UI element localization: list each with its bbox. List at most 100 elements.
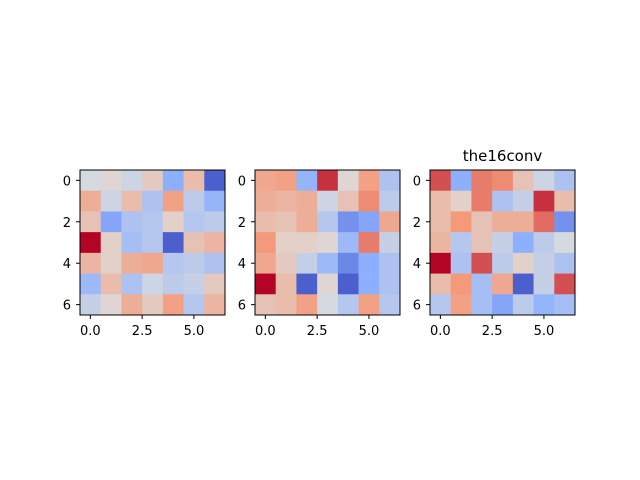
y-tick-label: 2 xyxy=(238,216,246,231)
heatmap-cell xyxy=(255,190,277,212)
x-tick-label: 2.5 xyxy=(482,324,503,339)
heatmap-cell xyxy=(162,294,184,316)
heatmap-cell xyxy=(533,190,555,212)
heatmap-cell xyxy=(554,170,576,192)
y-tick-label: 6 xyxy=(413,299,421,314)
heatmap-cell xyxy=(317,294,339,316)
y-tick-label: 0 xyxy=(63,174,71,189)
heatmap-cell xyxy=(121,252,143,274)
heatmap-cell xyxy=(430,232,452,254)
heatmap-cell xyxy=(204,170,226,192)
heatmap-cell xyxy=(255,273,277,295)
heatmap-cell xyxy=(142,232,164,254)
heatmap-cell xyxy=(379,273,401,295)
heatmap-cell xyxy=(512,232,534,254)
heatmap-cell xyxy=(100,252,122,274)
heatmap-cell xyxy=(533,170,555,192)
y-tick-label: 2 xyxy=(63,216,71,231)
heatmap-cell xyxy=(100,294,122,316)
heatmap-cell xyxy=(100,170,122,192)
heatmap-cell xyxy=(512,211,534,233)
heatmap-cell xyxy=(162,232,184,254)
heatmap-cell xyxy=(358,211,380,233)
heatmap-cell xyxy=(512,294,534,316)
heatmap-cell xyxy=(255,252,277,274)
heatmap-cell xyxy=(296,252,318,274)
heatmap-cell xyxy=(358,232,380,254)
heatmap-cell xyxy=(554,294,576,316)
chart-title: the16conv xyxy=(463,147,543,165)
heatmap-cell xyxy=(337,252,359,274)
heatmap-cell xyxy=(317,211,339,233)
y-tick-label: 0 xyxy=(413,174,421,189)
heatmap-cell xyxy=(296,190,318,212)
y-tick-label: 4 xyxy=(63,257,71,272)
heatmap-cell xyxy=(204,190,226,212)
heatmap-cell xyxy=(275,170,297,192)
heatmap-cell xyxy=(296,211,318,233)
heatmap-cell xyxy=(450,170,472,192)
heatmap-cell xyxy=(121,232,143,254)
y-tick-label: 2 xyxy=(413,216,421,231)
heatmap-cell xyxy=(121,273,143,295)
heatmap-panel-3: 0.0 2.5 5.0 0 2 4 6 the16conv xyxy=(413,147,576,339)
heatmap-cell xyxy=(533,252,555,274)
axes-frame xyxy=(429,169,576,316)
heatmap-cell xyxy=(162,170,184,192)
heatmap-cell xyxy=(337,190,359,212)
heatmap-cell xyxy=(183,294,205,316)
heatmap-cell xyxy=(275,190,297,212)
heatmap-cell xyxy=(430,273,452,295)
heatmap-cell xyxy=(183,170,205,192)
heatmap-cell xyxy=(471,170,493,192)
heatmap-cell xyxy=(471,252,493,274)
heatmap-cell xyxy=(204,294,226,316)
heatmap-cell xyxy=(142,273,164,295)
heatmap-cell xyxy=(379,232,401,254)
heatmap-cell xyxy=(121,211,143,233)
heatmap-cell xyxy=(430,252,452,274)
heatmap-cell xyxy=(275,252,297,274)
heatmap-cell xyxy=(554,232,576,254)
heatmap-cell xyxy=(204,252,226,274)
heatmap-cell xyxy=(142,211,164,233)
heatmap-cell xyxy=(183,232,205,254)
heatmap-cell xyxy=(337,294,359,316)
heatmap-cell xyxy=(162,211,184,233)
heatmap-cell xyxy=(554,211,576,233)
heatmap-cell xyxy=(533,273,555,295)
heatmap-cell xyxy=(450,294,472,316)
x-tick-label: 2.5 xyxy=(132,324,153,339)
heatmap-cell xyxy=(337,232,359,254)
heatmap-cell xyxy=(275,232,297,254)
heatmap-cell xyxy=(142,170,164,192)
heatmap-cell xyxy=(512,252,534,274)
heatmap-cell xyxy=(512,273,534,295)
heatmap-cell xyxy=(204,232,226,254)
heatmap-cell xyxy=(204,273,226,295)
axes-frame xyxy=(79,169,226,316)
heatmap-cell xyxy=(275,211,297,233)
heatmap-cell xyxy=(296,232,318,254)
axes-frame xyxy=(254,169,401,316)
heatmap-cell xyxy=(296,170,318,192)
heatmap-cell xyxy=(379,294,401,316)
heatmap-cell xyxy=(492,294,514,316)
heatmap-cell xyxy=(80,294,102,316)
heatmap-cell xyxy=(554,273,576,295)
heatmap-cell xyxy=(317,190,339,212)
heatmap-cell xyxy=(430,190,452,212)
heatmap-cell xyxy=(471,232,493,254)
y-tick-label: 4 xyxy=(413,257,421,272)
heatmap-cell xyxy=(358,170,380,192)
y-tick-label: 0 xyxy=(238,174,246,189)
heatmap-cell xyxy=(379,211,401,233)
heatmap-cell xyxy=(80,252,102,274)
heatmap-cell xyxy=(358,252,380,274)
heatmap-cell xyxy=(80,211,102,233)
heatmap-cell xyxy=(379,252,401,274)
x-tick-label: 5.0 xyxy=(534,324,555,339)
heatmap-cell xyxy=(183,190,205,212)
heatmap-panel-1: 0.0 2.5 5.0 0 2 4 6 xyxy=(63,169,226,339)
heatmap-cell xyxy=(337,273,359,295)
